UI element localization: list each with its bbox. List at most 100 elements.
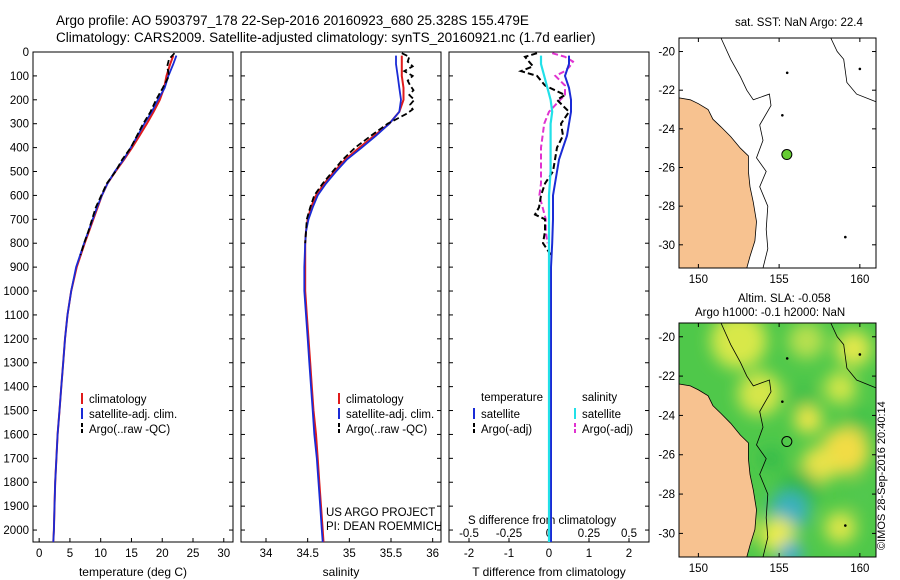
lat-tick-label: -24 [658, 410, 675, 422]
sla-blob [824, 511, 857, 544]
tdiff-legend-argo-label: Argo(-adj) [481, 424, 532, 436]
temp-x-tick-label: 25 [187, 548, 200, 560]
temp-satellite-line [52, 55, 178, 543]
island-marker [785, 71, 789, 75]
depth-tick-label: 200 [10, 95, 29, 107]
lat-tick-label: -30 [658, 528, 675, 540]
sal-argo-line [304, 52, 416, 244]
lon-tick-label: 160 [850, 563, 869, 575]
depth-tick-label: 300 [10, 119, 29, 131]
figure-title-line2: Climatology: CARS2009. Satellite-adjuste… [56, 30, 596, 45]
sdiff-x-tick-label: -0.25 [496, 528, 522, 540]
temp-x-tick-label: 0 [36, 548, 42, 560]
depth-tick-label: 500 [10, 167, 29, 179]
depth-tick-label: 400 [10, 143, 29, 155]
tdiff-x-axis-label: T difference from climatology [472, 565, 626, 579]
sla-blob [710, 323, 767, 369]
temp-x-tick-label: 30 [217, 548, 230, 560]
sal-x-tick-label: 34.5 [296, 548, 318, 560]
depth-tick-label: 1200 [3, 334, 29, 346]
sdiff-satellite-line [539, 55, 554, 542]
island-marker [781, 114, 784, 117]
tdiff-x-tick-label: 2 [626, 548, 632, 560]
sal-x-tick-label: 34 [260, 548, 273, 560]
depth-tick-label: 700 [10, 214, 29, 226]
sal-legend-argo-label: Argo(..raw -QC) [346, 424, 427, 436]
argo-float-marker [781, 436, 793, 448]
sal-x-tick-label: 35.5 [380, 548, 402, 560]
island-marker [844, 524, 847, 527]
depth-tick-label: 1500 [3, 406, 29, 418]
lat-tick-label: -22 [658, 85, 675, 97]
island-marker [785, 357, 789, 360]
depth-tick-label: 900 [10, 262, 29, 274]
tdiff-x-tick-label: -1 [504, 548, 514, 560]
depth-tick-label: 100 [10, 71, 29, 83]
sal-legend-climatology-label: climatology [346, 394, 404, 406]
depth-tick-label: 2000 [3, 525, 29, 537]
depth-tick-label: 800 [10, 238, 29, 250]
sdiff-x-tick-label: -0.5 [459, 528, 479, 540]
imos-credit: ©IMOS 28-Sep-2016 20:40:14 [876, 401, 888, 550]
project-annotation: US ARGO PROJECT [326, 507, 435, 519]
sla-field-blobs [710, 323, 876, 557]
sla-blob [791, 383, 816, 408]
temp-climatology-line [52, 55, 175, 543]
temp-x-tick-label: 5 [67, 548, 73, 560]
panel-frame-1 [240, 51, 442, 543]
lat-tick-label: -20 [658, 47, 675, 59]
depth-tick-label: 1800 [3, 477, 29, 489]
tdiff-x-tick-label: 1 [586, 548, 592, 560]
sla-blob [737, 371, 782, 416]
sdiff-x-tick-label: 0.25 [578, 528, 600, 540]
sal-x-tick-label: 36 [426, 548, 439, 560]
lat-tick-label: -24 [658, 124, 675, 136]
depth-tick-label: 1300 [3, 358, 29, 370]
sst-map-group: -20 -22 -24 -26 -28 -30 150 155 160 [658, 37, 877, 286]
lon-tick-label: 160 [850, 274, 869, 286]
sla-map-title-line2: Argo h1000: -0.1 h2000: NaN [695, 307, 845, 319]
sla-blob [835, 330, 872, 367]
tdiff-satellite-line [550, 55, 572, 542]
sla-blob [778, 541, 803, 557]
temp-x-tick-label: 20 [156, 548, 169, 560]
sal-x-tick-label: 35 [343, 548, 356, 560]
australia-landmass [678, 383, 757, 558]
lat-tick-label: -28 [658, 489, 675, 501]
bathymetry-contour [720, 37, 772, 269]
depth-tick-label: 1700 [3, 453, 29, 465]
temp-x-axis-label: temperature (deg C) [79, 565, 187, 579]
sla-blob [761, 448, 782, 469]
island-marker [781, 400, 784, 403]
australia-landmass [678, 97, 757, 269]
depth-tick-label: 1600 [3, 429, 29, 441]
sla-blob [851, 484, 876, 509]
sla-blob [824, 371, 857, 404]
lat-tick-label: -22 [658, 371, 675, 383]
sla-map-frame [678, 322, 877, 558]
sdiff-legend-argo-label: Argo(-adj) [582, 424, 633, 436]
temp-legend-argo-label: Argo(..raw -QC) [89, 424, 170, 436]
sst-map-title: sat. SST: NaN Argo: 22.4 [735, 17, 863, 29]
panel-frame-0 [32, 51, 234, 543]
bathymetry-contour [720, 322, 772, 558]
legend-heading-temperature: temperature [481, 392, 543, 404]
sla-map-title-line1: Altim. SLA: -0.058 [738, 293, 831, 305]
sla-blob [801, 446, 838, 483]
temp-x-tick-label: 15 [125, 548, 138, 560]
temp-legend-satellite-label: satellite-adj. clim. [89, 409, 177, 421]
tdiff-x-tick-label: -2 [464, 548, 474, 560]
sdiff-axis-label: S difference from climatology [468, 515, 616, 527]
island-marker [858, 353, 862, 356]
depth-tick-label: 1900 [3, 501, 29, 513]
reef-contour [830, 322, 877, 389]
sdiff-legend-satellite-label: satellite [582, 409, 621, 421]
depth-tick-label: 0 [23, 47, 29, 59]
temp-x-tick-label: 10 [94, 548, 107, 560]
depth-tick-label: 1000 [3, 286, 29, 298]
depth-tick-label: 1100 [4, 310, 29, 322]
lon-tick-label: 155 [770, 563, 789, 575]
sdiff-x-tick-label: 0.5 [621, 528, 637, 540]
